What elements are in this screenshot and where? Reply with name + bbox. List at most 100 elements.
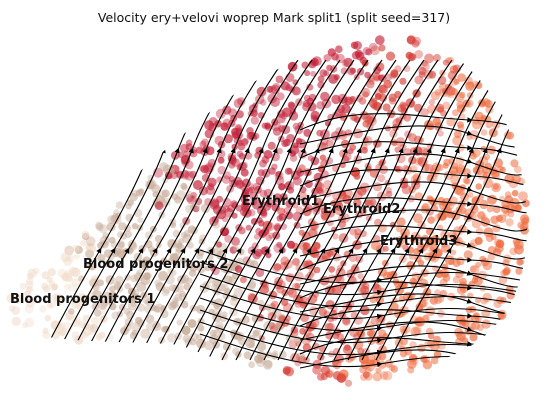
cell-point bbox=[326, 322, 336, 331]
cell-point bbox=[282, 365, 292, 375]
cell-point bbox=[459, 284, 468, 294]
cell-point bbox=[375, 367, 382, 374]
cell-point bbox=[176, 319, 183, 326]
cell-point bbox=[510, 159, 519, 168]
cell-point bbox=[302, 100, 310, 108]
cell-point bbox=[196, 304, 206, 314]
cell-point bbox=[342, 345, 352, 355]
cell-point bbox=[327, 315, 335, 323]
cell-point bbox=[442, 101, 451, 110]
cell-point bbox=[366, 114, 376, 124]
cluster-labels: Blood progenitors 1 Blood progenitors 2 … bbox=[10, 194, 457, 307]
cell-point bbox=[364, 372, 373, 381]
cell-point bbox=[442, 59, 449, 66]
cell-point bbox=[278, 315, 286, 323]
cell-point bbox=[94, 309, 102, 317]
cell-point bbox=[240, 138, 249, 147]
cell-point bbox=[287, 288, 297, 298]
cell-point bbox=[161, 326, 168, 333]
cell-point bbox=[319, 69, 328, 77]
cell-point bbox=[332, 332, 340, 340]
cell-point bbox=[248, 361, 256, 369]
cell-point bbox=[349, 67, 356, 74]
cell-point bbox=[484, 99, 493, 108]
cell-point bbox=[183, 150, 190, 157]
cell-point bbox=[185, 139, 193, 147]
cell-point bbox=[44, 314, 52, 322]
cell-point bbox=[169, 299, 180, 310]
cell-point bbox=[373, 66, 382, 75]
cell-point bbox=[411, 39, 420, 48]
cell-point bbox=[382, 370, 393, 381]
cell-point bbox=[475, 227, 484, 235]
cell-point bbox=[430, 356, 439, 365]
cell-point bbox=[407, 359, 417, 369]
cell-point bbox=[170, 300, 178, 309]
cell-point bbox=[74, 245, 83, 254]
cell-point bbox=[362, 371, 370, 379]
cell-point bbox=[429, 341, 440, 351]
cell-point bbox=[46, 276, 53, 283]
cell-point bbox=[142, 295, 152, 305]
cell-point bbox=[276, 147, 283, 155]
cell-point bbox=[350, 41, 359, 49]
velocity-streamline bbox=[299, 225, 528, 243]
cell-point bbox=[452, 109, 459, 117]
cell-point bbox=[287, 101, 295, 109]
cell-point bbox=[514, 165, 522, 174]
cell-point bbox=[199, 140, 207, 148]
cell-point bbox=[259, 159, 267, 168]
cell-point bbox=[475, 183, 483, 190]
cell-point bbox=[366, 330, 374, 337]
cell-point bbox=[88, 329, 95, 336]
cell-point bbox=[349, 144, 357, 151]
cell-point bbox=[169, 284, 177, 292]
cell-point bbox=[331, 284, 342, 295]
cell-point bbox=[467, 81, 475, 89]
cell-point bbox=[372, 372, 382, 382]
cell-point bbox=[74, 335, 84, 345]
cell-point bbox=[462, 176, 470, 184]
cell-point bbox=[255, 227, 262, 235]
cell-point bbox=[214, 135, 225, 146]
cell-point bbox=[336, 373, 347, 383]
cell-point bbox=[453, 130, 462, 139]
cell-point bbox=[450, 249, 457, 256]
cell-point bbox=[32, 267, 40, 275]
cell-point bbox=[317, 75, 325, 83]
cell-point bbox=[24, 317, 35, 328]
cell-point bbox=[515, 267, 523, 275]
cell-point bbox=[475, 81, 483, 89]
cell-point bbox=[307, 294, 318, 304]
cell-point bbox=[485, 121, 493, 129]
cell-point bbox=[195, 333, 203, 341]
cell-point bbox=[385, 186, 392, 194]
cell-point bbox=[505, 218, 514, 227]
cell-point bbox=[42, 330, 51, 339]
cell-point bbox=[263, 150, 273, 159]
velocity-streamline bbox=[199, 261, 521, 296]
cell-point bbox=[500, 269, 508, 277]
cell-point bbox=[424, 53, 434, 64]
cell-point bbox=[511, 189, 519, 197]
cell-point bbox=[276, 241, 283, 248]
cell-point bbox=[90, 316, 100, 326]
cell-point bbox=[182, 334, 191, 343]
cell-point bbox=[70, 267, 81, 278]
cell-point bbox=[28, 296, 35, 303]
cell-point bbox=[490, 215, 499, 225]
cell-point bbox=[504, 191, 512, 198]
cell-point bbox=[61, 273, 70, 281]
cell-point bbox=[26, 277, 34, 285]
cell-point bbox=[82, 232, 90, 241]
cell-point bbox=[264, 123, 272, 131]
velocity-streamline bbox=[199, 321, 521, 356]
cell-point bbox=[306, 83, 314, 91]
velocity-streamline bbox=[199, 297, 521, 332]
cell-point bbox=[522, 199, 530, 208]
cell-point bbox=[295, 137, 303, 145]
cell-point bbox=[414, 75, 424, 85]
cell-point bbox=[95, 223, 104, 232]
cell-point bbox=[512, 174, 521, 184]
